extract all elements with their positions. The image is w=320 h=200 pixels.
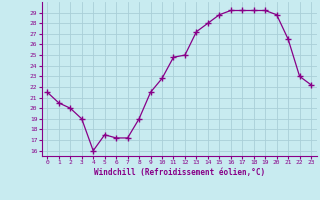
X-axis label: Windchill (Refroidissement éolien,°C): Windchill (Refroidissement éolien,°C)	[94, 168, 265, 177]
